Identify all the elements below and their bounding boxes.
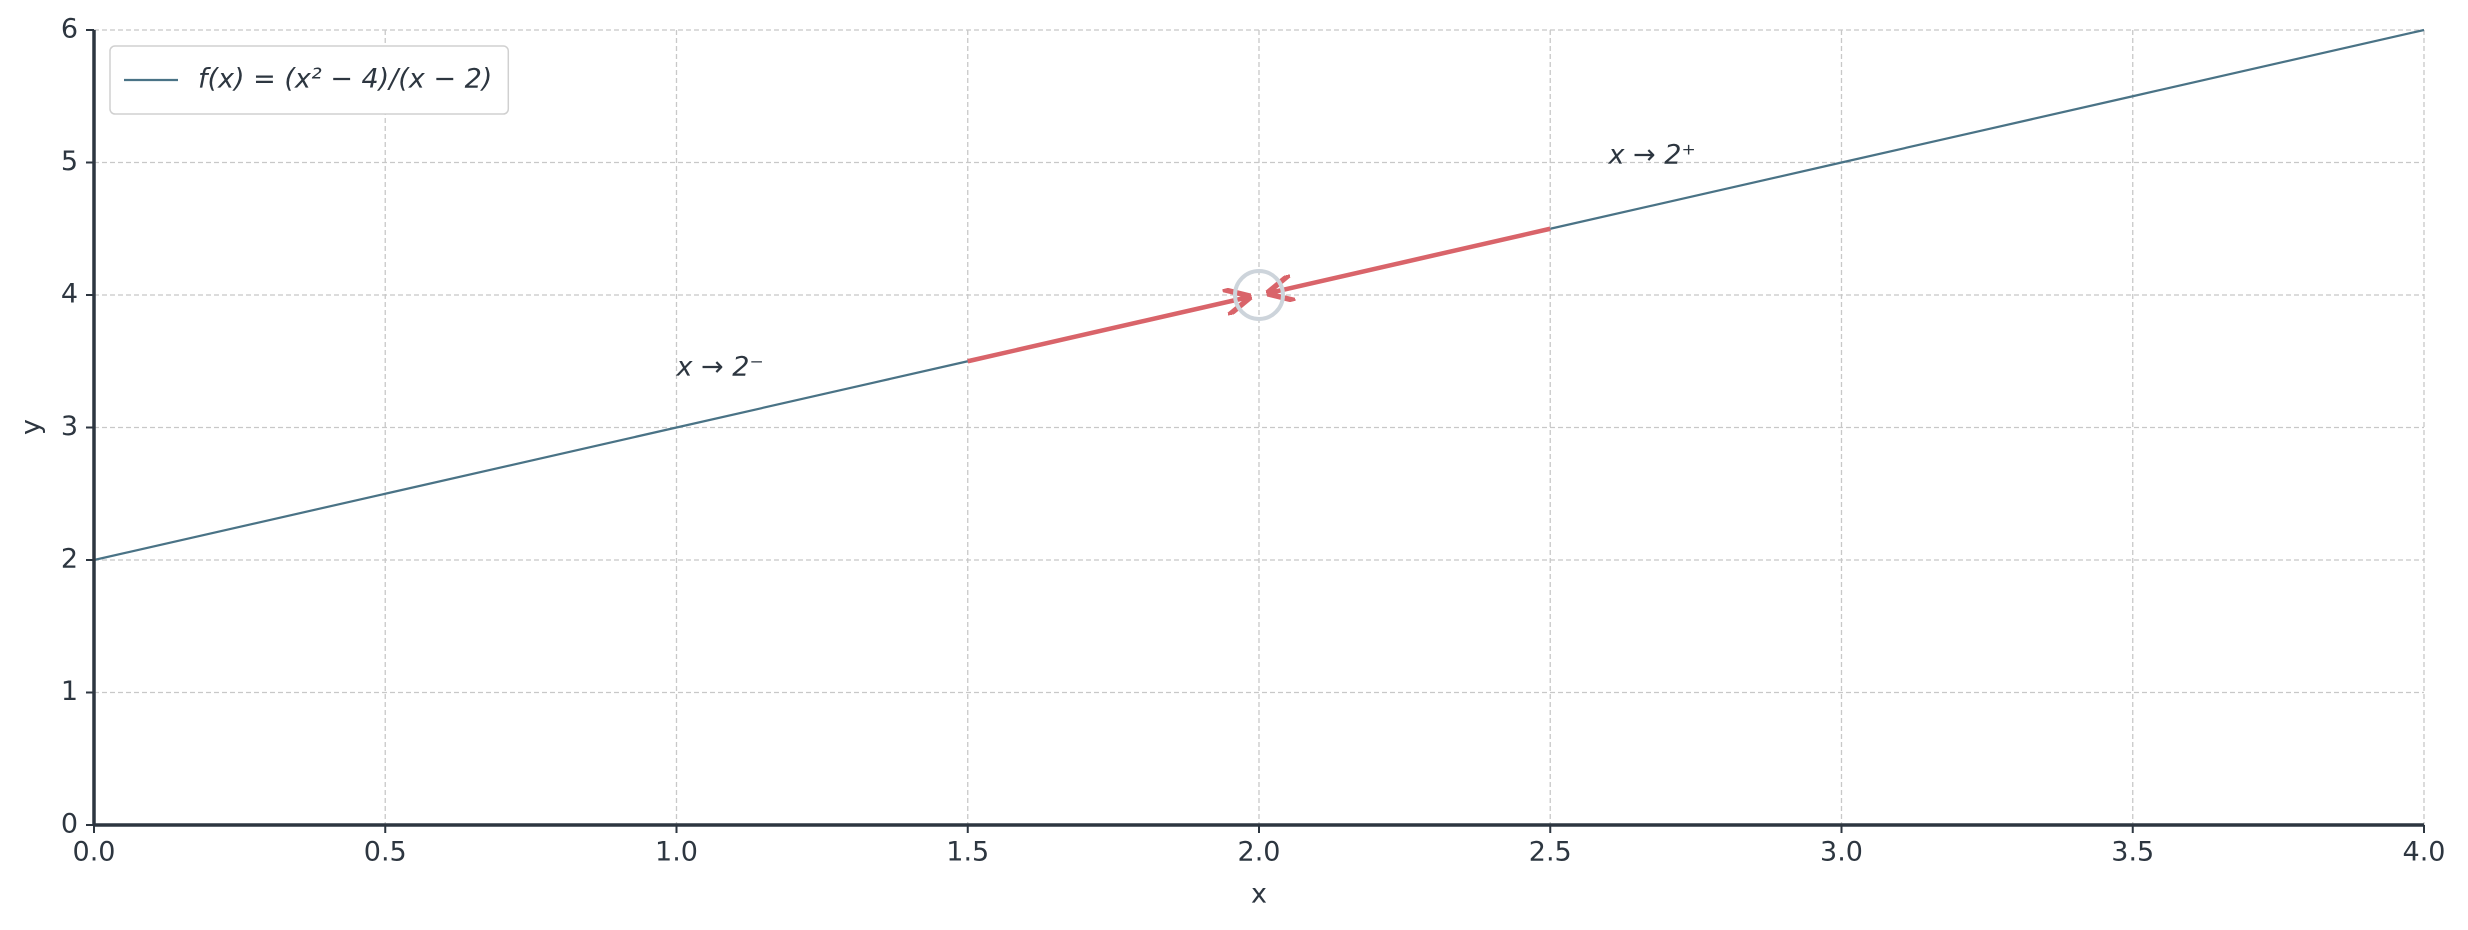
x-tick-label: 1.5 (946, 837, 989, 868)
y-tick-label: 5 (61, 146, 78, 177)
y-tick-label: 3 (61, 411, 78, 442)
y-axis-label: y (16, 419, 47, 435)
y-tick-label: 4 (61, 279, 78, 310)
y-tick-label: 6 (61, 14, 78, 45)
x-tick-label: 0.5 (364, 837, 407, 868)
legend-label: f(x) = (x² − 4)/(x − 2) (198, 64, 492, 95)
y-tick-label: 1 (61, 676, 78, 707)
legend-box (109, 45, 510, 115)
x-tick-label: 2.5 (1529, 837, 1572, 868)
limit-arrow (967, 297, 1249, 364)
x-tick-label: 3.0 (1820, 837, 1863, 868)
annotation: x → 2⁺ (1608, 139, 1696, 170)
limit-arrow (1269, 226, 1551, 293)
plot-area: x → 2⁻ x → 2⁺ (93, 28, 2425, 562)
grid (93, 29, 2425, 826)
x-tick-label: 4.0 (2403, 837, 2446, 868)
x-tick-label: 3.5 (2111, 837, 2154, 868)
y-tick-label: 0 (61, 809, 78, 840)
x-tick-label: 1.0 (655, 837, 698, 868)
series-line (93, 28, 2425, 562)
annotation: x → 2⁻ (676, 351, 764, 382)
y-tick-label: 2 (61, 544, 78, 575)
x-tick-label: 2.0 (1238, 837, 1281, 868)
removable-discontinuity (1233, 269, 1285, 321)
x-axis-label: x (1251, 879, 1267, 910)
x-tick-label: 0.0 (73, 837, 116, 868)
